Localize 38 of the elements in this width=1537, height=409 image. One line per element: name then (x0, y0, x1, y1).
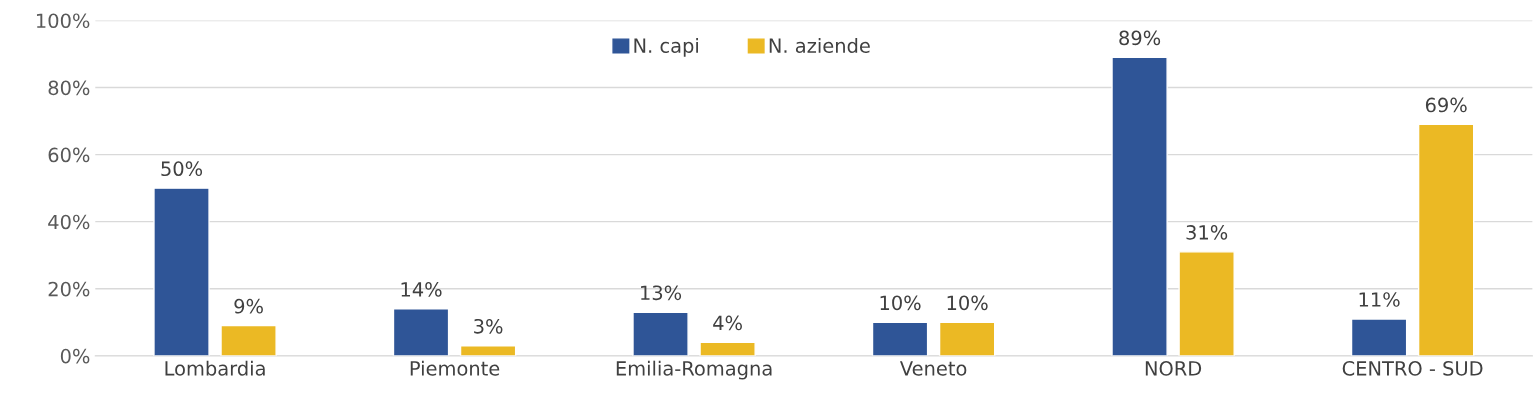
bar (220, 324, 277, 356)
data-label: 50% (161, 161, 203, 177)
legend-label: N. aziende (769, 37, 870, 53)
bar (871, 321, 929, 356)
bar (392, 308, 450, 356)
data-label: 11% (1359, 292, 1400, 307)
x-tick-label: NORD (1145, 361, 1202, 376)
y-tick-label: 100% (36, 13, 90, 29)
bar (1111, 56, 1168, 356)
data-label: 10% (880, 295, 921, 311)
data-label: 89% (1119, 30, 1161, 46)
bar (459, 345, 517, 356)
bar (632, 311, 689, 356)
y-tick-label: 60% (48, 147, 90, 163)
data-label: 4% (713, 315, 742, 331)
bar (699, 341, 756, 356)
data-label: 69% (1425, 97, 1467, 113)
y-tick-label: 80% (48, 80, 90, 96)
x-tick-label: Piemonte (410, 360, 500, 376)
data-label: 31% (1186, 225, 1228, 240)
data-label: 9% (234, 298, 263, 314)
bar (1178, 251, 1235, 356)
data-label: 10% (947, 295, 988, 311)
bar (1350, 318, 1408, 356)
y-tick-label: 20% (48, 281, 90, 297)
y-tick-label: 40% (48, 214, 90, 230)
data-label: 14% (401, 282, 442, 297)
bar (1417, 123, 1475, 356)
x-tick-label: Emilia-Romagna (616, 360, 772, 380)
x-tick-label: Lombardia (165, 360, 265, 376)
data-label: 3% (474, 318, 503, 334)
bar (153, 187, 210, 356)
x-tick-label: CENTRO - SUD (1342, 361, 1483, 376)
x-tick-label: Veneto (899, 361, 967, 376)
bar (938, 321, 996, 356)
data-label: 13% (641, 285, 682, 301)
y-tick-label: 0% (60, 348, 90, 364)
legend-label: N. capi (634, 37, 698, 57)
